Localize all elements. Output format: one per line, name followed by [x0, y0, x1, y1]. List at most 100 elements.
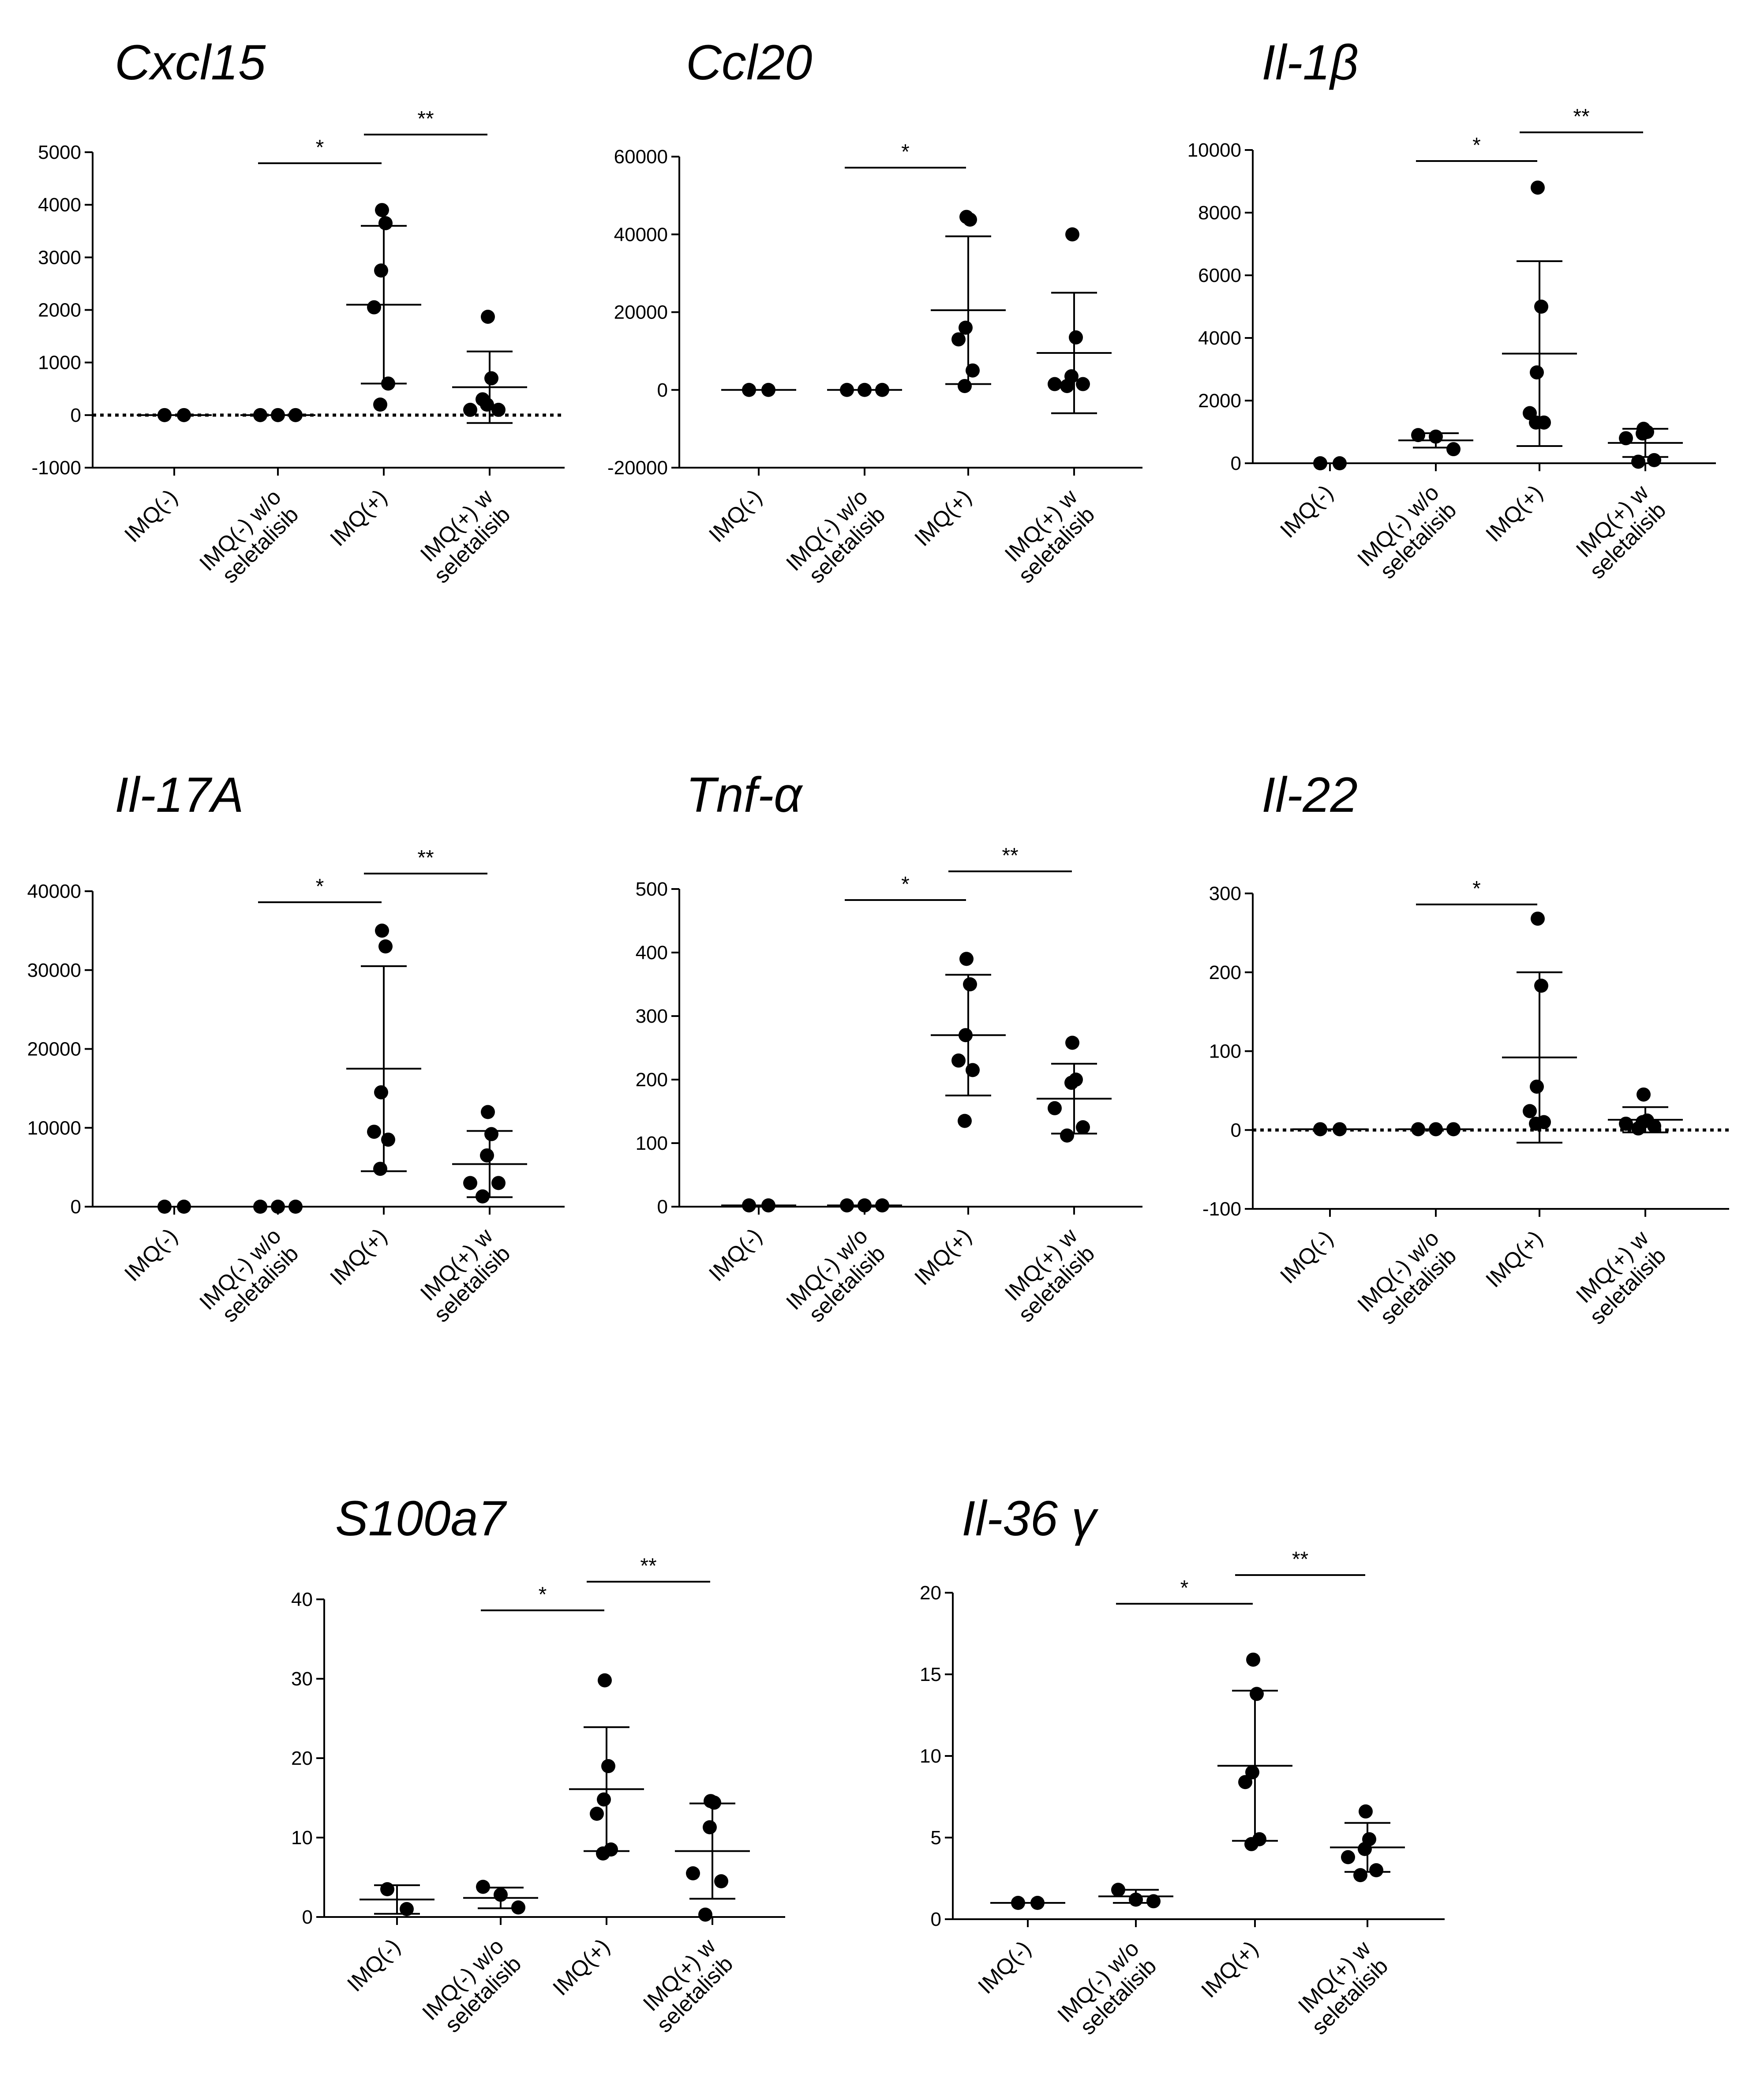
category-label: IMQ(+): [910, 484, 976, 551]
data-point: [1531, 912, 1545, 926]
category-label: IMQ(-) w/oseletalisib: [1352, 480, 1461, 589]
y-tick-label: 6000: [1198, 265, 1241, 286]
y-tick-label: 10: [920, 1745, 941, 1767]
data-point: [1250, 1687, 1264, 1701]
data-point: [1065, 1035, 1079, 1050]
data-point: [1060, 379, 1074, 393]
data-point: [463, 1176, 477, 1190]
data-point: [1333, 1122, 1347, 1137]
data-point: [271, 408, 285, 422]
panel-title: Il-1β: [1262, 35, 1359, 90]
data-point: [1111, 1883, 1125, 1897]
data-point: [177, 1200, 191, 1214]
data-point: [491, 402, 506, 417]
category-label: IMQ(+): [325, 1223, 392, 1290]
chart-panel-5: Il-22 -100 0 100 200 300 IMQ(-) IMQ(-) w/oselet…: [1202, 767, 1729, 1334]
panel-title: Il-36 γ: [962, 1491, 1099, 1546]
y-tick-label: 0: [657, 1196, 668, 1218]
data-point: [1530, 365, 1544, 380]
category-label: IMQ(-) w/oseletalisib: [195, 484, 303, 593]
category-label: IMQ(+): [1481, 1226, 1547, 1292]
category-label: IMQ(-): [120, 1223, 182, 1286]
category-label: IMQ(+) wseletalisib: [634, 1934, 738, 2037]
y-tick-label: 30: [291, 1668, 313, 1690]
category-label: IMQ(+): [910, 1223, 976, 1290]
category-label: IMQ(-): [973, 1936, 1036, 1999]
data-point: [1411, 428, 1425, 443]
data-point: [840, 1198, 854, 1213]
data-point: [400, 1902, 414, 1916]
data-point: [958, 1114, 972, 1128]
category-label: IMQ(+) wseletalisib: [1289, 1936, 1393, 2040]
y-tick-label: 5: [931, 1827, 941, 1849]
y-tick-label: 300: [1209, 883, 1241, 904]
data-point: [1076, 1120, 1090, 1134]
data-point: [686, 1866, 700, 1880]
data-point: [1446, 1122, 1461, 1137]
data-point: [596, 1846, 610, 1861]
data-point: [742, 383, 756, 397]
panel-title: S100a7: [335, 1491, 507, 1546]
y-tick-label: 0: [71, 405, 81, 426]
category-label: IMQ(-): [120, 484, 182, 547]
data-point: [761, 1198, 775, 1213]
data-point: [1146, 1894, 1161, 1909]
data-point: [177, 408, 191, 422]
category-label: IMQ(+) wseletalisib: [1567, 1226, 1671, 1329]
y-tick-label: 8000: [1198, 202, 1241, 224]
data-point: [601, 1759, 615, 1773]
significance-label: *: [316, 875, 324, 898]
category-label: IMQ(-): [342, 1934, 405, 1996]
data-point: [481, 1105, 495, 1119]
data-point: [1369, 1863, 1383, 1877]
data-point: [1244, 1837, 1258, 1851]
y-tick-label: 3000: [38, 247, 81, 268]
y-tick-label: 0: [302, 1906, 313, 1928]
data-point: [1238, 1775, 1252, 1789]
significance-label: *: [901, 873, 910, 896]
data-point: [707, 1795, 721, 1810]
chart-panel-2: Il-1β 0 2000 4000 6000 8000 10000 IMQ(-) IMQ(-) …: [1187, 35, 1716, 589]
data-point: [378, 939, 393, 954]
y-tick-label: 100: [1209, 1041, 1241, 1062]
data-point: [1636, 426, 1650, 441]
category-label: IMQ(-): [1275, 480, 1338, 543]
category-label: IMQ(-) w/oseletalisib: [781, 1223, 890, 1332]
data-point: [1246, 1652, 1260, 1667]
data-point: [157, 408, 172, 422]
data-point: [511, 1900, 525, 1915]
y-tick-label: 4000: [38, 194, 81, 216]
category-label: IMQ(-) w/oseletalisib: [1352, 1226, 1461, 1334]
data-point: [380, 1882, 394, 1896]
data-point: [963, 977, 977, 991]
panel-title: Il-22: [1262, 767, 1358, 822]
data-point: [959, 952, 974, 966]
data-point: [959, 320, 973, 335]
data-point: [1011, 1896, 1025, 1910]
y-tick-label: 4000: [1198, 327, 1241, 349]
data-point: [1429, 429, 1443, 444]
data-point: [1313, 1122, 1327, 1137]
data-point: [1534, 979, 1548, 993]
category-label: IMQ(-): [704, 1223, 767, 1286]
data-point: [1341, 1850, 1355, 1864]
significance-label: **: [417, 107, 434, 131]
chart-panel-6: S100a7 0 10 20 30 40 IMQ(-) IMQ(-) w/oseletalis…: [291, 1491, 785, 2037]
data-point: [703, 1820, 717, 1834]
data-point: [959, 1028, 973, 1043]
data-point: [761, 383, 775, 397]
data-point: [491, 1176, 506, 1190]
significance-label: **: [1573, 105, 1589, 128]
data-point: [1359, 1804, 1373, 1819]
y-tick-label: -1000: [31, 457, 81, 479]
data-point: [1064, 1076, 1079, 1090]
significance-label: *: [1472, 877, 1481, 900]
data-point: [1048, 1101, 1062, 1115]
y-tick-label: 20000: [27, 1039, 81, 1060]
data-point: [951, 332, 966, 347]
data-point: [1069, 330, 1083, 345]
data-point: [1245, 1765, 1259, 1779]
significance-label: **: [1002, 844, 1018, 867]
data-point: [840, 383, 854, 397]
